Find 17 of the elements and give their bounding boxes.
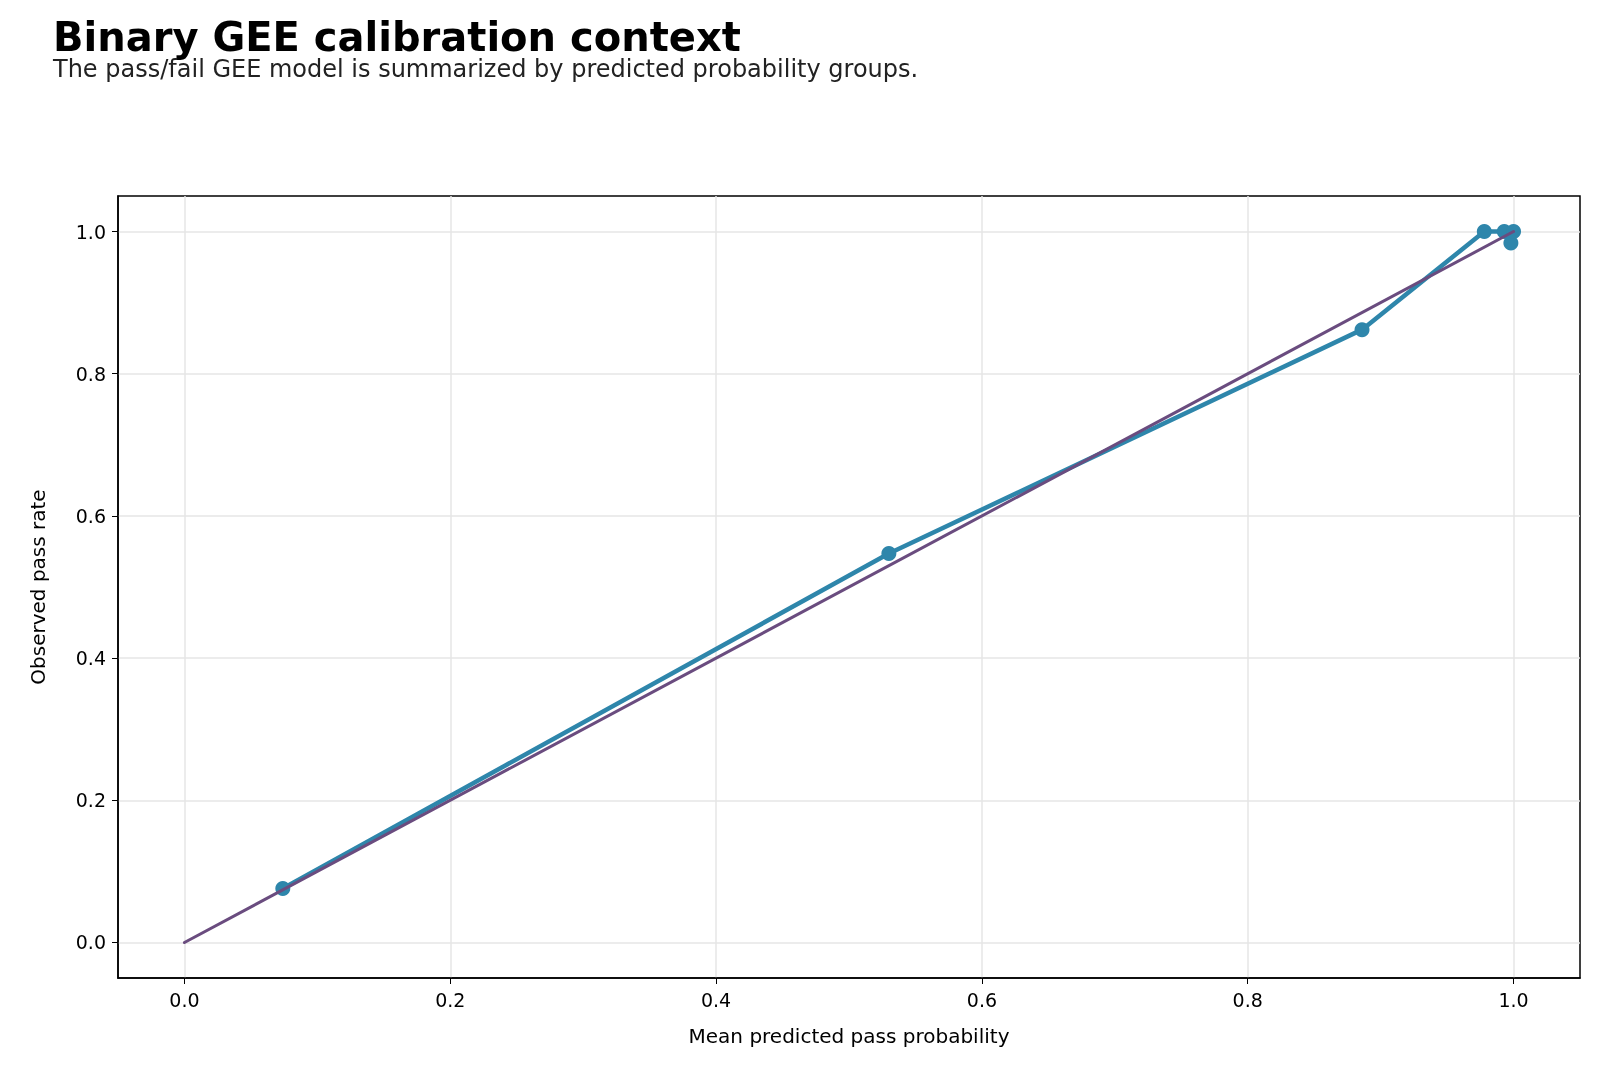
point — [1354, 322, 1370, 338]
x-tick-label: 0.4 — [700, 988, 732, 1011]
y-tick-label: 0.2 — [75, 789, 106, 812]
y-tick-label: 0.6 — [75, 504, 106, 527]
point — [881, 546, 897, 562]
y-tick-label: 1.0 — [75, 220, 106, 243]
point — [1476, 224, 1492, 240]
y-tick-label: 0.0 — [75, 931, 106, 954]
x-tick-label: 0.0 — [169, 988, 200, 1011]
y-axis-title: Observed pass rate — [26, 489, 50, 685]
x-tick-label: 0.2 — [435, 988, 466, 1011]
x-tick-label: 0.8 — [1232, 988, 1263, 1011]
x-tick-label: 1.0 — [1498, 988, 1529, 1011]
x-tick-label: 0.6 — [966, 988, 998, 1011]
y-tick-label: 0.4 — [75, 647, 106, 670]
x-axis-title: Mean predicted pass probability — [688, 1024, 1010, 1048]
y-tick-label: 0.8 — [75, 362, 106, 385]
